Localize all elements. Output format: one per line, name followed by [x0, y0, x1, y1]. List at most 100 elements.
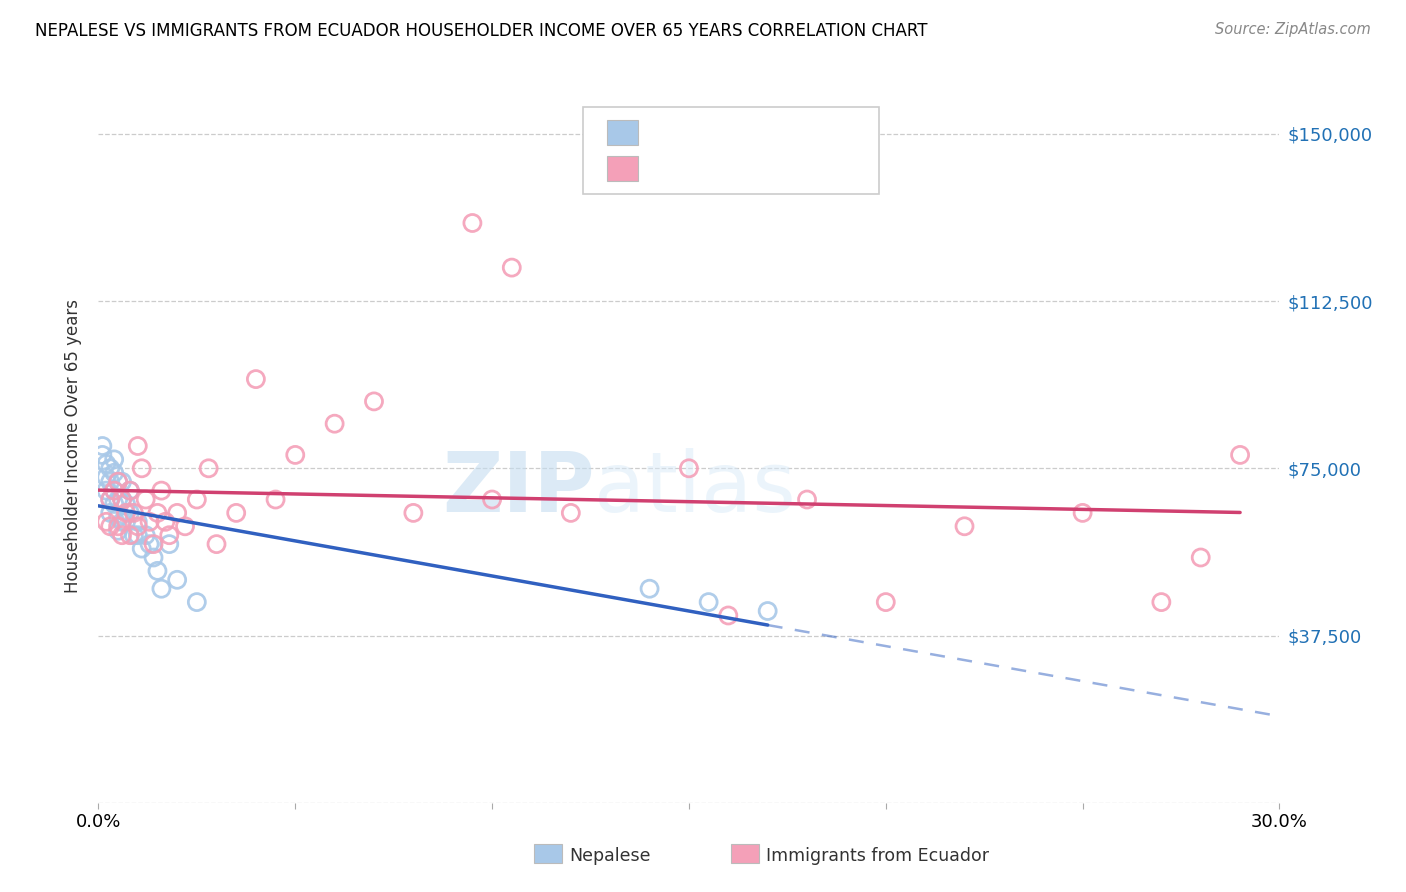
Point — [142, 550, 165, 565]
Text: Source: ZipAtlas.com: Source: ZipAtlas.com — [1215, 22, 1371, 37]
Point — [138, 515, 160, 529]
Point — [756, 604, 779, 618]
Point — [111, 515, 134, 529]
Point — [953, 519, 976, 533]
Point — [107, 519, 129, 533]
Point — [103, 483, 125, 498]
Point — [111, 475, 134, 489]
Text: 39: 39 — [772, 123, 796, 141]
Point — [96, 457, 118, 471]
Point — [245, 372, 267, 386]
Text: -0.441: -0.441 — [679, 123, 741, 141]
Point — [131, 461, 153, 475]
Point — [98, 475, 121, 489]
Point — [402, 506, 425, 520]
Point — [98, 461, 121, 475]
Text: Nepalese: Nepalese — [569, 847, 651, 865]
Point — [127, 439, 149, 453]
Point — [138, 537, 160, 551]
Point — [142, 537, 165, 551]
Point — [501, 260, 523, 275]
Point — [118, 528, 141, 542]
Point — [135, 528, 157, 542]
Point — [481, 492, 503, 507]
Point — [107, 524, 129, 538]
Point — [796, 492, 818, 507]
Point — [205, 537, 228, 551]
Point — [96, 483, 118, 498]
Point — [118, 506, 141, 520]
Point — [186, 595, 208, 609]
Point — [127, 519, 149, 533]
Point — [174, 519, 197, 533]
Point — [146, 506, 169, 520]
Point — [197, 461, 219, 475]
Point — [107, 475, 129, 489]
Point — [186, 492, 208, 507]
Point — [697, 595, 720, 609]
Point — [91, 439, 114, 453]
Point — [127, 515, 149, 529]
Point — [98, 506, 121, 520]
Point — [103, 483, 125, 498]
Text: Immigrants from Ecuador: Immigrants from Ecuador — [766, 847, 990, 865]
Point — [131, 541, 153, 556]
Point — [111, 528, 134, 542]
Point — [461, 216, 484, 230]
Point — [96, 470, 118, 484]
Point — [1189, 550, 1212, 565]
Point — [166, 506, 188, 520]
Point — [103, 452, 125, 467]
Point — [166, 573, 188, 587]
Point — [98, 492, 121, 507]
Point — [107, 510, 129, 524]
Text: ZIP: ZIP — [441, 449, 595, 529]
Point — [150, 483, 173, 498]
Point — [115, 506, 138, 520]
Point — [96, 515, 118, 529]
Point — [717, 608, 740, 623]
Point — [103, 497, 125, 511]
Point — [111, 492, 134, 507]
Text: 0.198: 0.198 — [679, 159, 734, 177]
Point — [875, 595, 897, 609]
Point — [107, 492, 129, 507]
Point — [122, 528, 145, 542]
Point — [98, 492, 121, 507]
Point — [135, 492, 157, 507]
Point — [98, 519, 121, 533]
Text: atlas: atlas — [595, 449, 796, 529]
Point — [115, 515, 138, 529]
Point — [560, 506, 582, 520]
Point — [91, 448, 114, 462]
Point — [638, 582, 661, 596]
Point — [1150, 595, 1173, 609]
Text: R =: R = — [647, 159, 685, 177]
Point — [118, 483, 141, 498]
Text: R =: R = — [647, 123, 685, 141]
Point — [1229, 448, 1251, 462]
Text: NEPALESE VS IMMIGRANTS FROM ECUADOR HOUSEHOLDER INCOME OVER 65 YEARS CORRELATION: NEPALESE VS IMMIGRANTS FROM ECUADOR HOUS… — [35, 22, 928, 40]
Point — [115, 497, 138, 511]
Point — [146, 564, 169, 578]
Text: 45: 45 — [772, 159, 796, 177]
Point — [363, 394, 385, 409]
Point — [284, 448, 307, 462]
Text: N =: N = — [740, 159, 779, 177]
Point — [157, 537, 180, 551]
Point — [118, 483, 141, 498]
Point — [264, 492, 287, 507]
Point — [323, 417, 346, 431]
Point — [1071, 506, 1094, 520]
Point — [155, 515, 177, 529]
Point — [678, 461, 700, 475]
Text: N =: N = — [740, 123, 779, 141]
Point — [122, 506, 145, 520]
Point — [127, 528, 149, 542]
Point — [225, 506, 247, 520]
Point — [111, 492, 134, 507]
Point — [107, 475, 129, 489]
Point — [157, 528, 180, 542]
Point — [103, 466, 125, 480]
Point — [150, 582, 173, 596]
